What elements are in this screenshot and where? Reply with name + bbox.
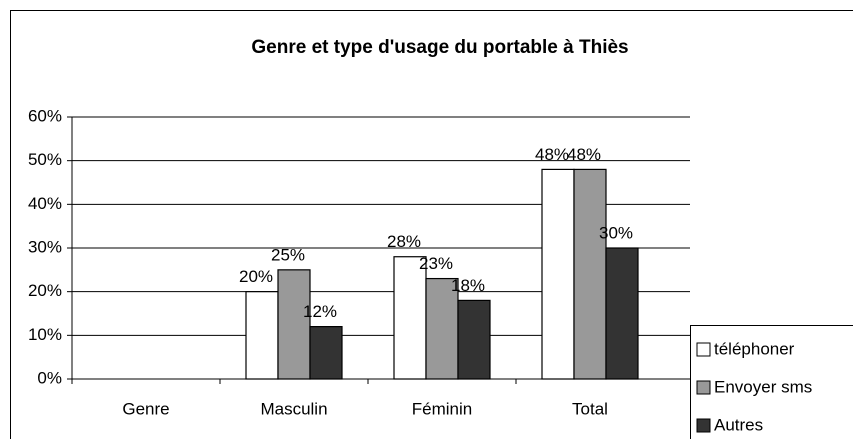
legend-swatch (696, 418, 711, 433)
x-tick-label: Féminin (412, 399, 472, 418)
x-tick-label: Masculin (260, 399, 327, 418)
y-tick-label: 60% (28, 106, 62, 125)
bar (277, 269, 311, 380)
bar (309, 326, 343, 380)
value-label: 20% (239, 267, 273, 286)
x-tick-label: Genre (122, 399, 169, 418)
bar (457, 299, 491, 380)
y-tick-label: 10% (28, 325, 62, 344)
value-label: 12% (303, 302, 337, 321)
value-label: 25% (271, 245, 305, 264)
y-tick-label: 0% (37, 368, 62, 387)
bar (605, 247, 639, 380)
legend-label: téléphoner (714, 339, 795, 358)
value-label: 18% (451, 276, 485, 295)
chart-title: Genre et type d'usage du portable à Thiè… (251, 37, 628, 58)
legend-swatch (696, 380, 711, 395)
bar (541, 168, 575, 380)
y-tick-label: 30% (28, 237, 62, 256)
bar (245, 291, 279, 380)
bar (573, 168, 607, 380)
x-tick-label: Total (572, 399, 608, 418)
value-label: 48% (567, 145, 601, 164)
y-tick-label: 40% (28, 194, 62, 213)
y-tick-label: 50% (28, 150, 62, 169)
value-label: 48% (535, 145, 569, 164)
bar (425, 277, 459, 380)
legend-box (690, 325, 853, 439)
value-label: 28% (387, 232, 421, 251)
legend-label: Envoyer sms (714, 377, 812, 396)
legend-swatch (696, 342, 711, 357)
value-label: 30% (599, 223, 633, 242)
value-label: 23% (419, 254, 453, 273)
bar (393, 256, 427, 380)
legend-label: Autres (714, 415, 763, 434)
y-tick-label: 20% (28, 281, 62, 300)
